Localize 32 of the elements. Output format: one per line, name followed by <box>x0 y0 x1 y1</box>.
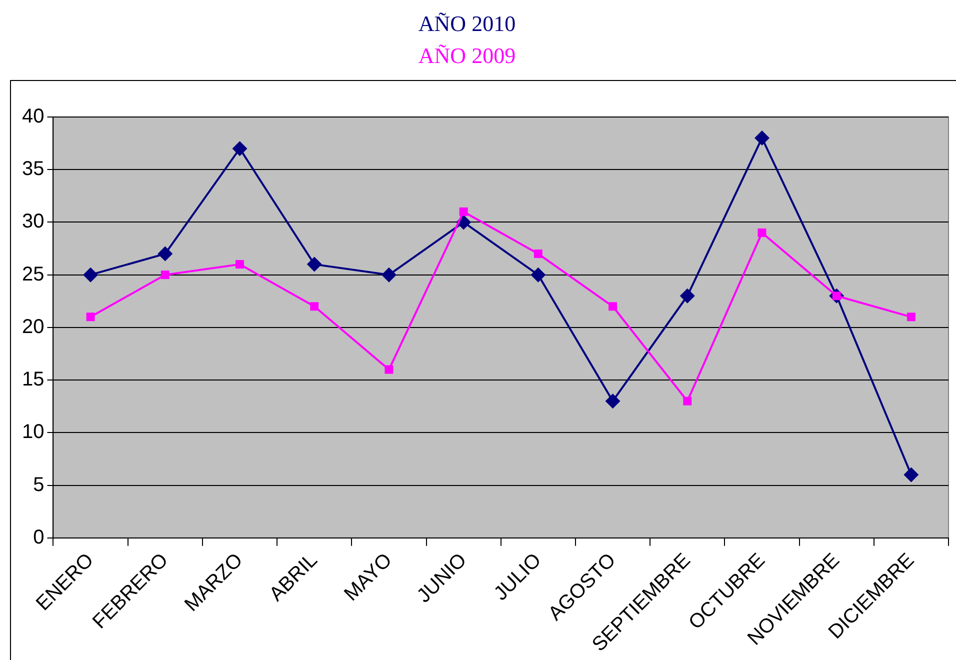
y-tick-label: 35 <box>22 158 44 180</box>
point <box>86 312 95 322</box>
point <box>906 312 916 322</box>
y-tick-label: 20 <box>22 316 44 338</box>
y-tick-label: 0 <box>33 526 44 548</box>
text: AÑO 2009 <box>417 42 517 70</box>
point <box>459 207 468 216</box>
point <box>680 288 695 304</box>
point <box>158 246 173 262</box>
y-tick-label: 30 <box>22 210 44 233</box>
y-tick-label: 25 <box>22 263 44 286</box>
point <box>608 302 618 311</box>
point <box>754 130 770 146</box>
point <box>306 256 322 272</box>
point <box>683 396 692 406</box>
point <box>605 394 620 409</box>
point <box>381 267 396 282</box>
point <box>160 270 170 280</box>
point <box>758 228 766 237</box>
point <box>384 365 394 374</box>
y-tick-label: 5 <box>33 474 44 496</box>
point <box>534 250 542 258</box>
point <box>530 267 546 282</box>
point <box>83 267 98 282</box>
point <box>236 260 244 269</box>
point <box>232 141 248 156</box>
y-tick-label: 40 <box>22 106 44 128</box>
point <box>904 467 919 482</box>
y-tick-label: 15 <box>22 368 44 391</box>
y-tick-label: 10 <box>22 421 44 444</box>
point <box>310 302 319 311</box>
text: AÑO 2010 <box>417 10 517 38</box>
